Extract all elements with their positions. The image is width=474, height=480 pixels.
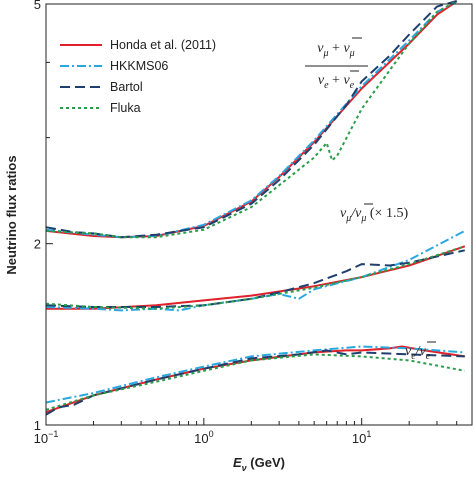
series-line-3-curve-1 bbox=[45, 245, 466, 310]
series-line-0-curve-2 bbox=[45, 345, 465, 414]
y-tick-label: 2 bbox=[34, 237, 41, 252]
x-tick-label: 101 bbox=[352, 429, 371, 446]
series-line-0-curve-1 bbox=[46, 245, 466, 310]
series-line-1-curve-2 bbox=[45, 345, 465, 404]
series-line-0-curve-0 bbox=[45, 0, 458, 239]
annotation-ratio1-numerator: νμ + νμ bbox=[317, 41, 354, 59]
series-line-1-curve-0 bbox=[45, 0, 458, 239]
y-axis-title: Neutrino flux ratios bbox=[4, 155, 19, 274]
y-tick-label: 1 bbox=[34, 418, 41, 433]
series-line-2-curve-1 bbox=[45, 249, 466, 308]
series-line-3-curve-2 bbox=[45, 353, 465, 411]
x-axis-title: Eν (GeV) bbox=[233, 455, 285, 473]
legend-label-hkkms06: HKKMS06 bbox=[110, 59, 168, 73]
annotation-ratio2-text: νμ/νμ (× 1.5) bbox=[340, 206, 408, 224]
legend-label-fluka: Fluka bbox=[110, 101, 141, 115]
annotation-mu-ratio: νμ/νμ (× 1.5) bbox=[340, 203, 408, 224]
series-line-2-curve-0 bbox=[45, 0, 457, 239]
legend-label-bartol: Bartol bbox=[110, 80, 143, 94]
annotation-ratio3-text: νe/νe bbox=[405, 344, 431, 362]
tick-layer: 10−1 100 101 1 2 5 bbox=[34, 0, 473, 446]
annotation-e-ratio: νe/νe bbox=[405, 341, 436, 362]
x-tick-label: 100 bbox=[194, 429, 213, 446]
legend: Honda et al. (2011) HKKMS06 Bartol Fluka bbox=[60, 38, 216, 115]
annotation-ratio1-denominator: νe + νe bbox=[318, 73, 355, 91]
y-tick-label: 5 bbox=[34, 0, 41, 12]
legend-label-honda: Honda et al. (2011) bbox=[110, 38, 216, 52]
plot-frame bbox=[45, 3, 473, 426]
x-tick-label: 10−1 bbox=[34, 429, 59, 446]
series-line-2-curve-2 bbox=[45, 349, 465, 416]
series-layer bbox=[45, 0, 466, 416]
annotation-mu-over-e-ratio: νμ + νμ νe + νe bbox=[305, 37, 368, 91]
